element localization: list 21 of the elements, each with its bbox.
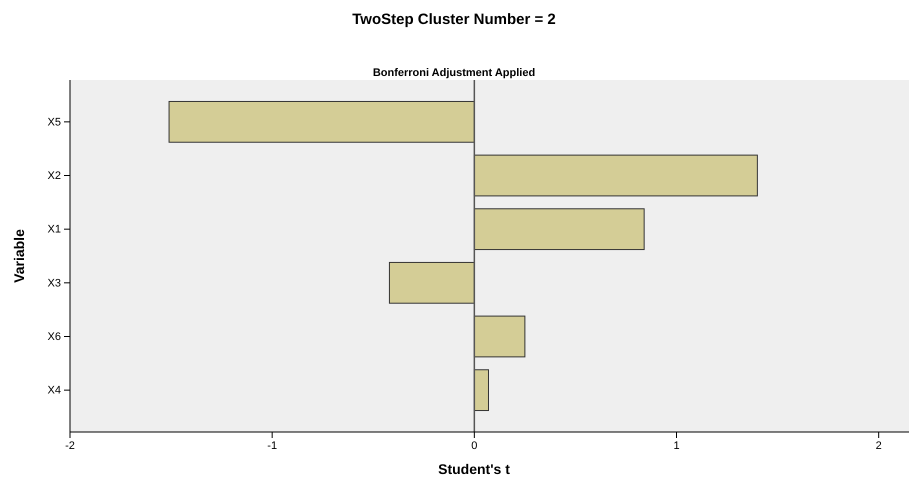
y-axis-title: Variable xyxy=(11,228,27,283)
x-tick-label: 1 xyxy=(673,440,680,452)
chart-subtitle: Bonferroni Adjustment Applied xyxy=(372,67,536,79)
y-tick-label: X6 xyxy=(48,331,61,344)
bar xyxy=(388,262,475,304)
bar xyxy=(474,369,489,412)
y-tick-label: X3 xyxy=(48,277,61,290)
y-tick-label: X1 xyxy=(48,224,61,236)
x-tick-label: 0 xyxy=(471,440,478,452)
x-tick-label: 2 xyxy=(876,440,882,452)
x-tick-label: -2 xyxy=(65,440,75,452)
bar xyxy=(474,316,526,358)
y-tick-label: X2 xyxy=(48,170,61,182)
x-tick-label: -1 xyxy=(267,440,278,452)
y-tick-label: X5 xyxy=(48,116,61,128)
chart-title: TwoStep Cluster Number = 2 xyxy=(352,11,556,28)
x-axis-title: Student's t xyxy=(438,461,510,477)
bar xyxy=(474,154,758,196)
bar xyxy=(168,100,475,143)
bar xyxy=(474,208,645,250)
y-tick-label: X4 xyxy=(48,384,61,397)
